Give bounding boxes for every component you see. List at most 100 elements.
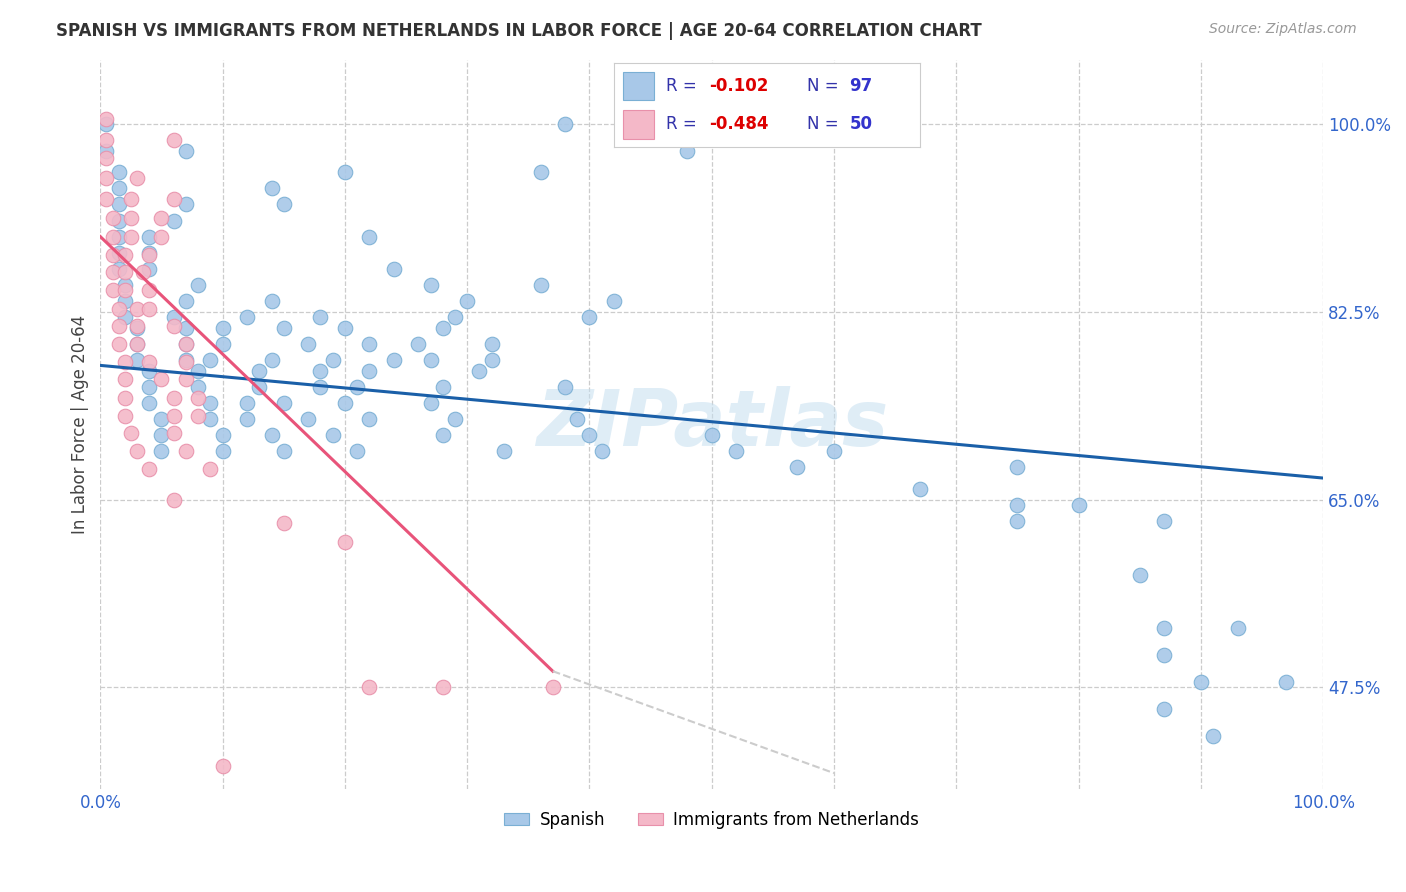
Point (211, 758, 233, 772)
Point (333, 165, 356, 179)
Point (1007, 514, 1029, 528)
Point (1067, 498, 1090, 512)
Point (346, 380, 368, 394)
Point (138, 301, 160, 316)
Point (309, 380, 332, 394)
Point (96, 192, 118, 206)
Point (419, 396, 441, 410)
Point (174, 321, 197, 335)
Point (432, 321, 454, 335)
Point (1153, 514, 1175, 528)
Point (163, 318, 186, 333)
Point (138, 261, 160, 276)
Point (529, 277, 551, 292)
Point (419, 277, 441, 292)
Point (125, 337, 148, 351)
Point (114, 248, 136, 262)
Point (359, 412, 381, 426)
Point (591, 444, 613, 458)
Point (456, 293, 478, 308)
Point (554, 380, 576, 394)
Point (132, 265, 155, 279)
Point (468, 364, 491, 378)
Legend: Spanish, Immigrants from Netherlands: Spanish, Immigrants from Netherlands (498, 805, 925, 836)
Point (163, 425, 186, 440)
Point (163, 192, 186, 206)
Point (200, 462, 222, 476)
Point (187, 409, 209, 423)
Point (211, 444, 233, 458)
Point (107, 318, 129, 333)
Point (107, 229, 129, 244)
Point (101, 229, 124, 244)
Point (1153, 702, 1175, 716)
Point (578, 428, 600, 442)
Point (125, 337, 148, 351)
Point (309, 310, 332, 325)
Point (236, 412, 259, 426)
Point (322, 353, 344, 368)
Point (382, 353, 405, 368)
Point (200, 396, 222, 410)
Point (107, 301, 129, 316)
Point (101, 283, 124, 297)
Point (236, 310, 259, 325)
Text: SPANISH VS IMMIGRANTS FROM NETHERLANDS IN LABOR FORCE | AGE 20-64 CORRELATION CH: SPANISH VS IMMIGRANTS FROM NETHERLANDS I… (56, 22, 981, 40)
Point (786, 460, 808, 475)
Point (107, 337, 129, 351)
Point (492, 444, 515, 458)
Point (273, 197, 295, 211)
Point (322, 428, 344, 442)
Point (211, 337, 233, 351)
Point (138, 380, 160, 394)
Point (297, 337, 319, 351)
Point (138, 248, 160, 262)
Point (174, 197, 197, 211)
Point (174, 372, 197, 386)
Point (114, 310, 136, 325)
Point (163, 213, 186, 227)
Point (125, 318, 148, 333)
Point (114, 265, 136, 279)
Point (150, 372, 173, 386)
Point (297, 412, 319, 426)
Point (114, 355, 136, 369)
Y-axis label: In Labor Force | Age 20-64: In Labor Force | Age 20-64 (72, 315, 89, 534)
Point (125, 170, 148, 185)
Point (163, 391, 186, 405)
Point (96, 117, 118, 131)
Point (346, 444, 368, 458)
Point (273, 321, 295, 335)
Point (578, 310, 600, 325)
Point (260, 428, 283, 442)
Point (150, 229, 173, 244)
Point (96, 112, 118, 126)
Point (174, 337, 197, 351)
Point (138, 283, 160, 297)
Point (567, 412, 589, 426)
Point (1153, 621, 1175, 635)
Point (163, 492, 186, 507)
Point (200, 412, 222, 426)
Point (260, 293, 283, 308)
Point (333, 321, 356, 335)
Point (309, 364, 332, 378)
Point (1007, 460, 1029, 475)
Point (96, 151, 118, 165)
Point (273, 444, 295, 458)
Point (107, 181, 129, 195)
Point (273, 516, 295, 530)
Point (200, 353, 222, 368)
Point (107, 197, 129, 211)
Point (101, 211, 124, 226)
Point (236, 396, 259, 410)
Point (1007, 498, 1029, 512)
Point (419, 353, 441, 368)
Point (359, 681, 381, 695)
Point (114, 277, 136, 292)
Point (908, 482, 931, 496)
Point (96, 144, 118, 158)
Point (101, 265, 124, 279)
Point (247, 364, 270, 378)
Point (150, 412, 173, 426)
